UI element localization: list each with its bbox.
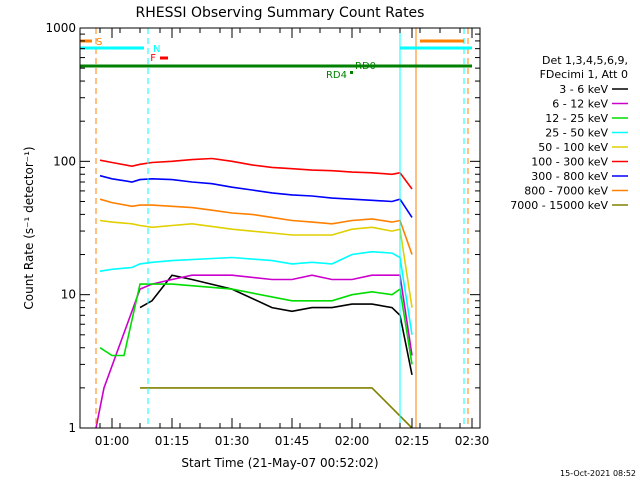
y-tick-label: 1 xyxy=(68,421,76,435)
chart-title: RHESSI Observing Summary Count Rates xyxy=(136,5,425,21)
legend-title-line-1: Det 1,3,4,5,6,9, xyxy=(542,54,628,67)
annotation-label: RD4 xyxy=(326,70,347,81)
x-tick-label: 02:00 xyxy=(335,434,370,448)
x-tick-label: 02:30 xyxy=(455,434,490,448)
annotation-label: S xyxy=(96,37,102,48)
annotation-label: RD0 xyxy=(355,61,376,72)
legend: Det 1,3,4,5,6,9, FDecimi 1, Att 0 3 - 6 … xyxy=(510,54,628,212)
legend-label: 100 - 300 keV xyxy=(531,156,608,169)
legend-label: 6 - 12 keV xyxy=(552,98,608,111)
x-tick-label: 01:15 xyxy=(155,434,190,448)
series-line-2 xyxy=(99,283,413,365)
legend-label: 25 - 50 keV xyxy=(545,127,608,140)
timestamp: 15-Oct-2021 08:52 xyxy=(560,469,636,478)
series-line-4 xyxy=(99,219,413,308)
y-tick-label: 10 xyxy=(61,288,76,302)
series-line-6 xyxy=(99,174,413,218)
legend-label: 12 - 25 keV xyxy=(545,112,608,125)
legend-label: 3 - 6 keV xyxy=(559,83,608,96)
legend-label: 300 - 800 keV xyxy=(531,170,608,183)
legend-label: 50 - 100 keV xyxy=(538,141,608,154)
x-tick-label: 02:15 xyxy=(395,434,430,448)
y-tick-label: 1000 xyxy=(45,21,76,35)
x-tick-label: 01:00 xyxy=(95,434,130,448)
annotation-label: N xyxy=(153,44,160,55)
series-line-0 xyxy=(139,274,413,376)
series-line-7 xyxy=(99,198,413,255)
series-line-8 xyxy=(140,387,413,429)
series-line-1 xyxy=(95,274,413,429)
x-tick-label: 01:30 xyxy=(215,434,250,448)
annotation-label: F xyxy=(150,53,156,64)
y-tick-label: 100 xyxy=(53,154,76,168)
x-tick-label: 01:45 xyxy=(275,434,310,448)
y-axis-label: Count Rate (s⁻¹ detector⁻¹) xyxy=(22,146,36,309)
legend-label: 7000 - 15000 keV xyxy=(510,199,608,212)
rd4-marker xyxy=(350,71,353,74)
series-line-5 xyxy=(99,157,413,190)
x-axis-label: Start Time (21-May-07 00:52:02) xyxy=(181,456,378,470)
series-line-3 xyxy=(99,250,413,335)
legend-title-line-2: FDecimi 1, Att 0 xyxy=(540,68,628,81)
legend-label: 800 - 7000 keV xyxy=(524,185,608,198)
plot-frame xyxy=(79,27,481,429)
